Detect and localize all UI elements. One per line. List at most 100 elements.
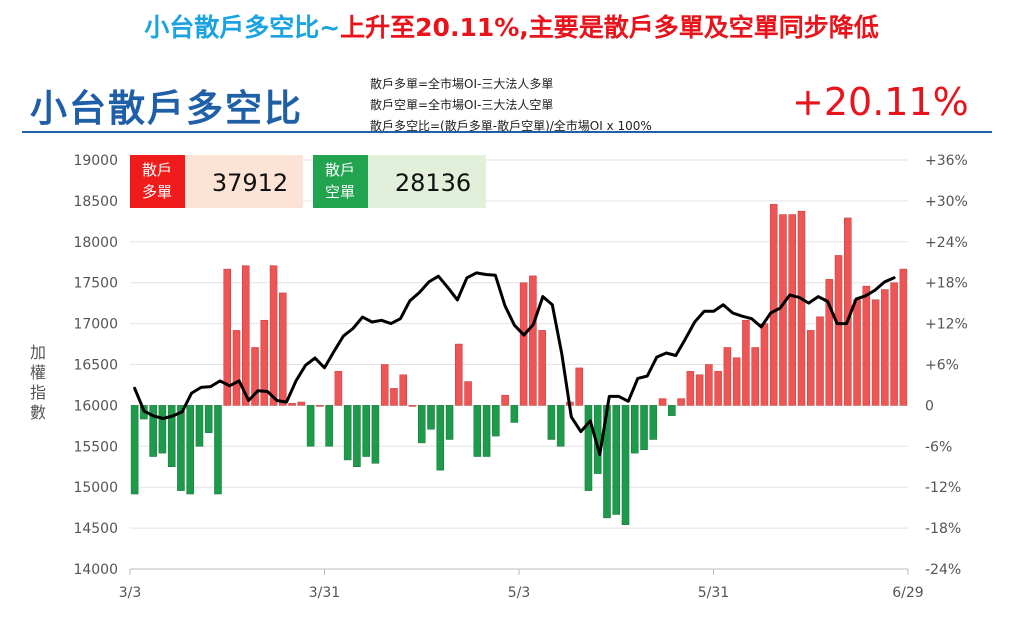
- right-tick-label: +36%: [925, 153, 968, 169]
- bar: [362, 405, 370, 457]
- bar: [519, 282, 528, 406]
- left-tick-label: 17000: [73, 317, 118, 333]
- index-line-path: [133, 271, 896, 456]
- short-box: 散戶 空單 28136: [313, 155, 486, 208]
- y-axis-title-char: 指: [30, 383, 46, 402]
- right-tick-label: +12%: [925, 317, 968, 333]
- bar: [204, 405, 213, 433]
- bar: [760, 323, 769, 406]
- bar: [167, 405, 176, 467]
- left-tick-label: 18500: [73, 194, 118, 210]
- bar: [223, 268, 232, 406]
- bar: [214, 405, 222, 495]
- bar: [769, 204, 778, 406]
- right-tick-label: +6%: [925, 358, 959, 374]
- bar: [556, 405, 565, 447]
- ratio-bars: [130, 204, 908, 525]
- right-tick-label: 0: [925, 398, 934, 414]
- headline-prefix: 小台散戶多空比~: [144, 13, 341, 42]
- bar: [621, 405, 630, 525]
- bar: [334, 371, 343, 406]
- ratio-value: +20.11%: [792, 80, 969, 124]
- formula-short: 散戶空單=全市場OI-三大法人空單: [370, 98, 554, 112]
- bar: [436, 405, 445, 471]
- bar: [417, 405, 426, 444]
- x-tick-label: 5/31: [698, 585, 729, 601]
- bar: [288, 403, 296, 406]
- x-tick-label: 5/3: [508, 585, 531, 601]
- bar: [705, 364, 713, 406]
- left-tick-label: 17500: [73, 276, 118, 292]
- bar: [788, 214, 796, 406]
- x-tick-label: 3/31: [309, 585, 340, 601]
- bar: [232, 330, 241, 406]
- bar: [269, 265, 278, 406]
- left-tick-label: 16000: [73, 398, 118, 414]
- bar: [853, 299, 861, 406]
- bar: [686, 371, 695, 406]
- bar: [427, 405, 435, 430]
- bar: [668, 405, 676, 416]
- bar: [677, 398, 685, 406]
- bar: [779, 214, 787, 406]
- formula-long: 散戶多單=全市場OI-三大法人多單: [370, 77, 554, 91]
- bar: [881, 289, 889, 406]
- bar: [825, 279, 834, 406]
- left-tick-label: 14500: [73, 521, 118, 537]
- bar: [316, 405, 324, 407]
- short-box-value: 28136: [395, 169, 471, 197]
- left-tick-label: 16500: [73, 358, 118, 374]
- left-tick-label: 15000: [73, 480, 118, 496]
- long-box-value: 37912: [212, 169, 288, 197]
- y-axis-title-char: 數: [30, 403, 46, 422]
- right-tick-label: +24%: [925, 235, 968, 251]
- short-box-label-2: 空單: [325, 183, 355, 201]
- bar: [464, 381, 472, 406]
- right-tick-label: -12%: [925, 480, 961, 496]
- bar: [408, 405, 417, 407]
- bar: [862, 285, 871, 406]
- bar: [612, 405, 621, 515]
- index-line: [133, 271, 896, 456]
- left-tick-label: 19000: [73, 153, 118, 169]
- bar: [279, 292, 287, 406]
- right-tick-label: +30%: [925, 194, 968, 210]
- bar: [714, 371, 722, 406]
- title-rule: [22, 131, 992, 133]
- y-axis-title-char: 權: [30, 363, 46, 382]
- axes: [129, 568, 909, 575]
- long-box-label-1: 散戶: [142, 161, 172, 179]
- long-box-label-bg: [130, 155, 185, 208]
- bar: [890, 282, 898, 406]
- bar: [732, 357, 741, 406]
- formula-ratio: 散戶多空比=(散戶多單-散戶空單)/全市場OI x 100%: [370, 119, 652, 133]
- bar: [871, 299, 880, 406]
- long-box-value-bg: [185, 155, 303, 208]
- bar: [658, 398, 667, 406]
- bar: [751, 347, 759, 406]
- panel-title: 小台散戶多空比: [30, 87, 303, 130]
- bar: [158, 405, 167, 454]
- right-tick-label: -18%: [925, 521, 961, 537]
- bar: [631, 405, 639, 454]
- bar: [325, 405, 333, 447]
- bar: [482, 405, 491, 457]
- y-axis-title-char: 加: [30, 343, 46, 362]
- bar: [547, 405, 556, 440]
- bar: [399, 374, 407, 406]
- bar: [195, 405, 204, 447]
- bar: [816, 316, 824, 406]
- right-tick-label: -24%: [925, 562, 961, 578]
- bar: [390, 388, 398, 406]
- bar: [649, 405, 658, 440]
- bar: [501, 394, 509, 406]
- bar: [797, 210, 806, 406]
- short-box-label-bg: [313, 155, 368, 208]
- bar: [130, 405, 139, 495]
- bar: [297, 401, 306, 406]
- bar: [251, 347, 259, 406]
- bar: [445, 405, 454, 440]
- bar: [343, 405, 352, 461]
- tick-labels: 19000 +36% 18500 +30% 18000 +24% 17500 +18% 1700…: [30, 153, 968, 601]
